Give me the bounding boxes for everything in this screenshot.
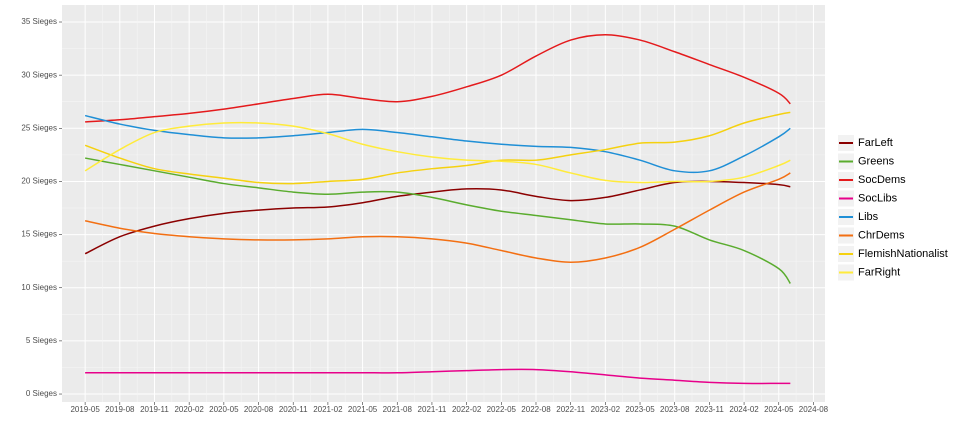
x-tick-label: 2019-08 bbox=[105, 405, 135, 414]
legend-label: FarRight bbox=[858, 266, 900, 278]
series-line bbox=[84, 111, 791, 185]
x-tick-label: 2021-11 bbox=[418, 405, 447, 414]
x-tick-label: 2024-05 bbox=[764, 405, 794, 414]
x-tick-label: 2020-08 bbox=[244, 405, 274, 414]
series-line bbox=[84, 172, 791, 263]
x-tick-label: 2023-08 bbox=[660, 405, 690, 414]
x-tick-label: 2022-11 bbox=[556, 405, 585, 414]
x-tick-label: 2020-11 bbox=[279, 405, 308, 414]
legend-label: Libs bbox=[858, 211, 879, 223]
series-line bbox=[84, 121, 791, 184]
legend-label: SocDems bbox=[858, 174, 906, 186]
x-tick-label: 2022-08 bbox=[521, 405, 551, 414]
legend-label: FarLeft bbox=[858, 137, 893, 149]
y-tick-label: 5 Sieges bbox=[26, 336, 57, 345]
y-tick-label: 10 Sieges bbox=[21, 283, 57, 292]
x-tick-label: 2023-02 bbox=[591, 405, 621, 414]
series-line bbox=[84, 114, 791, 174]
y-tick-label: 25 Sieges bbox=[21, 123, 57, 132]
x-tick-label: 2024-02 bbox=[729, 405, 759, 414]
y-tick-label: 35 Sieges bbox=[21, 17, 57, 26]
x-tick-label: 2021-02 bbox=[313, 405, 343, 414]
series-line bbox=[85, 368, 791, 385]
x-tick-label: 2022-02 bbox=[452, 405, 482, 414]
x-tick-label: 2021-08 bbox=[383, 405, 413, 414]
legend-label: SocLibs bbox=[858, 192, 898, 204]
series-line bbox=[84, 157, 791, 284]
legend-label: Greens bbox=[858, 155, 895, 167]
y-tick-label: 15 Sieges bbox=[21, 230, 57, 239]
legend-label: ChrDems bbox=[858, 229, 905, 241]
y-tick-label: 20 Sieges bbox=[21, 177, 57, 186]
x-tick-label: 2019-11 bbox=[140, 405, 169, 414]
x-tick-label: 2023-11 bbox=[695, 405, 724, 414]
x-tick-label: 2024-08 bbox=[799, 405, 829, 414]
x-tick-label: 2020-05 bbox=[209, 405, 239, 414]
x-tick-label: 2019-05 bbox=[70, 405, 100, 414]
x-tick-label: 2021-05 bbox=[348, 405, 378, 414]
x-tick-label: 2020-02 bbox=[174, 405, 204, 414]
legend-label: FlemishNationalist bbox=[858, 248, 948, 260]
y-tick-label: 30 Sieges bbox=[21, 70, 57, 79]
x-tick-label: 2022-05 bbox=[487, 405, 517, 414]
x-tick-label: 2023-05 bbox=[625, 405, 655, 414]
y-tick-label: 0 Sieges bbox=[26, 389, 57, 398]
series-line bbox=[85, 34, 791, 123]
